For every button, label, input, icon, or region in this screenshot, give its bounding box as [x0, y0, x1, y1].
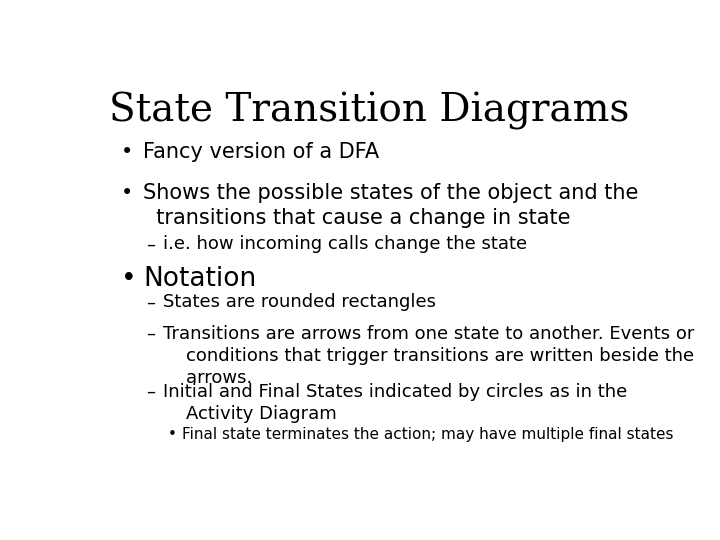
Text: Notation: Notation [143, 266, 256, 293]
Text: i.e. how incoming calls change the state: i.e. how incoming calls change the state [163, 235, 526, 253]
Text: •: • [121, 141, 133, 161]
Text: –: – [145, 235, 155, 253]
Text: State Transition Diagrams: State Transition Diagrams [109, 92, 629, 130]
Text: •: • [168, 427, 177, 442]
Text: States are rounded rectangles: States are rounded rectangles [163, 294, 436, 312]
Text: –: – [145, 294, 155, 312]
Text: •: • [121, 266, 136, 293]
Text: Shows the possible states of the object and the
  transitions that cause a chang: Shows the possible states of the object … [143, 183, 639, 228]
Text: Fancy version of a DFA: Fancy version of a DFA [143, 141, 379, 161]
Text: –: – [145, 383, 155, 401]
Text: Initial and Final States indicated by circles as in the
    Activity Diagram: Initial and Final States indicated by ci… [163, 383, 627, 423]
Text: •: • [121, 183, 133, 203]
Text: Transitions are arrows from one state to another. Events or
    conditions that : Transitions are arrows from one state to… [163, 325, 694, 387]
Text: –: – [145, 325, 155, 343]
Text: Final state terminates the action; may have multiple final states: Final state terminates the action; may h… [182, 427, 674, 442]
